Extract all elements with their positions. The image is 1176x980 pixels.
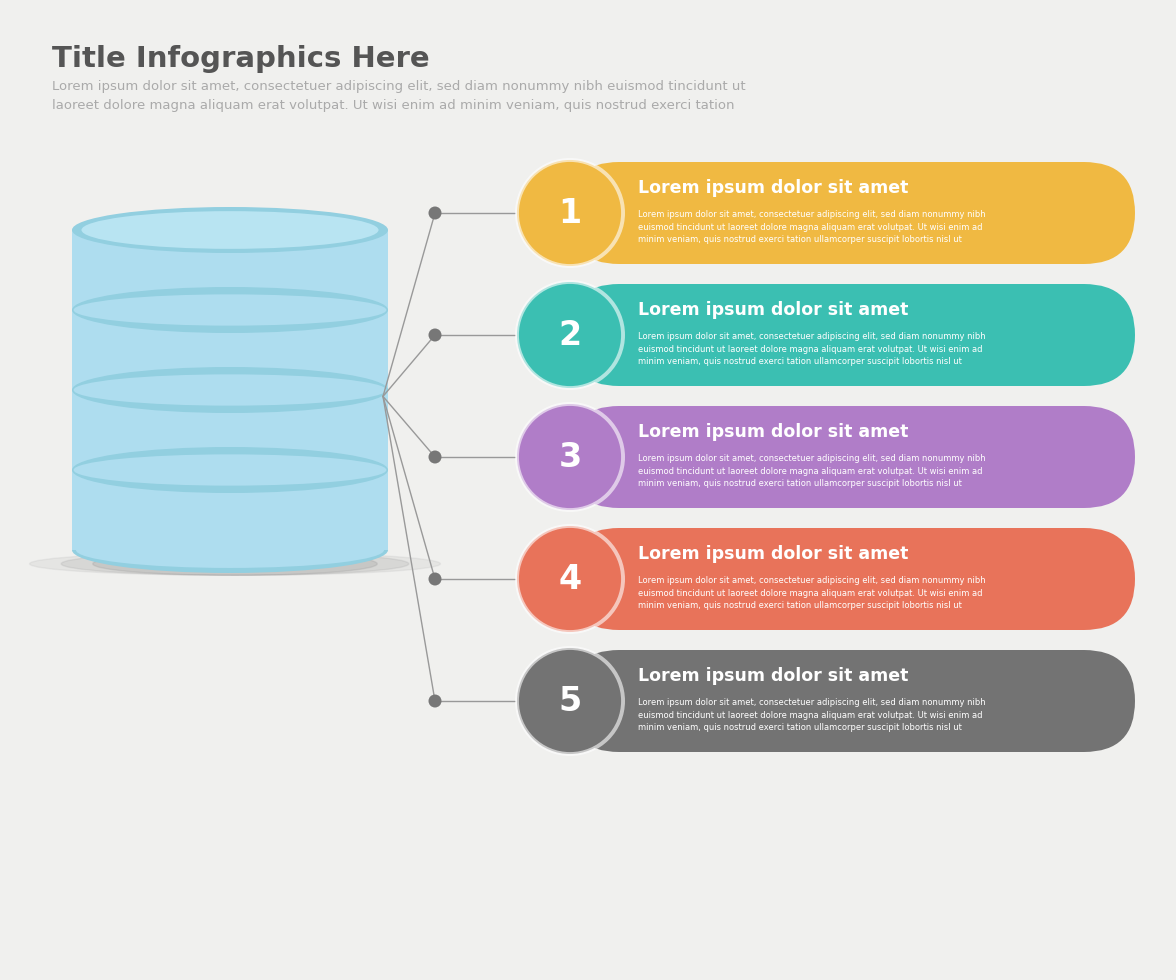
Polygon shape	[72, 230, 388, 550]
Ellipse shape	[72, 207, 388, 253]
Text: Lorem ipsum dolor sit amet: Lorem ipsum dolor sit amet	[639, 667, 908, 685]
Ellipse shape	[76, 532, 385, 568]
Text: 3: 3	[559, 440, 582, 473]
Circle shape	[517, 160, 623, 266]
Text: Lorem ipsum dolor sit amet, consectetuer adipiscing elit, sed diam nonummy nibh
: Lorem ipsum dolor sit amet, consectetuer…	[639, 210, 985, 244]
Text: 4: 4	[559, 563, 582, 596]
Circle shape	[428, 451, 441, 464]
FancyBboxPatch shape	[568, 284, 1135, 386]
FancyBboxPatch shape	[568, 650, 1135, 752]
Text: Lorem ipsum dolor sit amet: Lorem ipsum dolor sit amet	[639, 301, 908, 319]
Circle shape	[428, 695, 441, 708]
Text: Title Infographics Here: Title Infographics Here	[52, 45, 429, 73]
Circle shape	[517, 282, 623, 388]
Text: 1: 1	[559, 197, 582, 229]
Ellipse shape	[74, 455, 387, 486]
Ellipse shape	[74, 374, 387, 406]
Circle shape	[428, 328, 441, 341]
Text: Lorem ipsum dolor sit amet: Lorem ipsum dolor sit amet	[639, 423, 908, 441]
Ellipse shape	[72, 287, 388, 333]
Text: 5: 5	[559, 684, 582, 717]
Circle shape	[517, 526, 623, 632]
Ellipse shape	[72, 287, 388, 333]
Circle shape	[428, 572, 441, 585]
Text: 2: 2	[559, 318, 582, 352]
Ellipse shape	[72, 447, 388, 493]
Text: Lorem ipsum dolor sit amet, consectetuer adipiscing elit, sed diam nonummy nibh
: Lorem ipsum dolor sit amet, consectetuer…	[639, 698, 985, 732]
FancyBboxPatch shape	[568, 528, 1135, 630]
Ellipse shape	[74, 294, 387, 325]
Ellipse shape	[74, 294, 387, 325]
Circle shape	[428, 207, 441, 220]
Ellipse shape	[72, 367, 388, 413]
Ellipse shape	[61, 553, 409, 575]
Text: Lorem ipsum dolor sit amet, consectetuer adipiscing elit, sed diam nonummy nibh : Lorem ipsum dolor sit amet, consectetuer…	[52, 80, 746, 112]
Ellipse shape	[72, 447, 388, 493]
Circle shape	[517, 648, 623, 754]
Circle shape	[517, 404, 623, 510]
Ellipse shape	[74, 374, 387, 406]
Ellipse shape	[93, 553, 377, 575]
Polygon shape	[72, 231, 388, 550]
FancyBboxPatch shape	[568, 162, 1135, 264]
Text: Lorem ipsum dolor sit amet: Lorem ipsum dolor sit amet	[639, 179, 908, 197]
Ellipse shape	[29, 553, 440, 575]
Ellipse shape	[72, 527, 388, 573]
Text: Lorem ipsum dolor sit amet, consectetuer adipiscing elit, sed diam nonummy nibh
: Lorem ipsum dolor sit amet, consectetuer…	[639, 332, 985, 366]
Ellipse shape	[74, 455, 387, 486]
Ellipse shape	[81, 211, 379, 249]
Text: Lorem ipsum dolor sit amet, consectetuer adipiscing elit, sed diam nonummy nibh
: Lorem ipsum dolor sit amet, consectetuer…	[639, 576, 985, 610]
FancyBboxPatch shape	[568, 406, 1135, 508]
Ellipse shape	[72, 367, 388, 413]
Text: Lorem ipsum dolor sit amet: Lorem ipsum dolor sit amet	[639, 545, 908, 563]
Text: Lorem ipsum dolor sit amet, consectetuer adipiscing elit, sed diam nonummy nibh
: Lorem ipsum dolor sit amet, consectetuer…	[639, 454, 985, 488]
